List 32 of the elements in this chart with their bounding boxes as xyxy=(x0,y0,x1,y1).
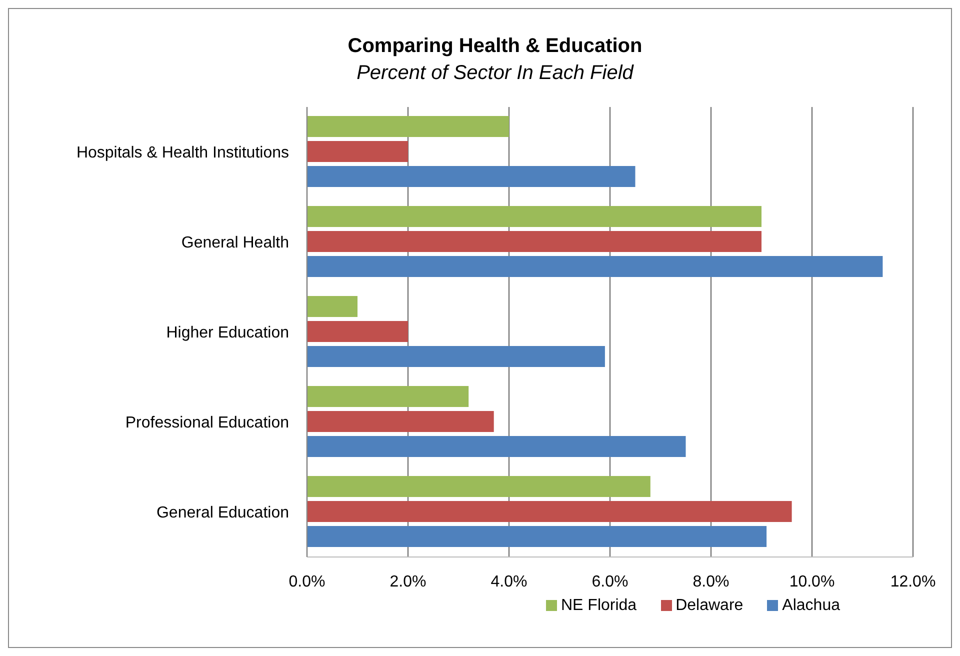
bar xyxy=(307,501,792,522)
x-tick-label: 8.0% xyxy=(692,573,730,590)
bar xyxy=(307,116,509,137)
x-tick-label: 6.0% xyxy=(592,573,628,590)
bar xyxy=(307,411,494,432)
y-tick-label: Hospitals & Health Institutions xyxy=(76,144,289,162)
x-tick-label: 4.0% xyxy=(490,573,528,590)
legend-label: Delaware xyxy=(676,597,744,614)
x-tick-label: 10.0% xyxy=(789,573,835,590)
bar xyxy=(307,296,358,317)
bar xyxy=(307,476,650,497)
bar xyxy=(307,386,469,407)
y-tick-label: General Health xyxy=(181,234,289,252)
bar xyxy=(307,346,605,367)
bar xyxy=(307,436,686,457)
chart-subtitle: Percent of Sector In Each Field xyxy=(356,62,635,85)
bar xyxy=(307,141,408,162)
bar xyxy=(307,231,762,252)
chart-title: Comparing Health & Education xyxy=(346,35,644,58)
bar xyxy=(307,166,636,187)
y-tick-label: General Education xyxy=(156,504,289,522)
x-tick-label: 12.0% xyxy=(890,573,936,590)
bar xyxy=(307,206,762,227)
x-tick-label: 0.0% xyxy=(288,573,326,590)
bar xyxy=(307,526,767,547)
y-tick-label: Higher Education xyxy=(166,324,289,342)
x-tick-label: 2.0% xyxy=(390,573,426,590)
bar xyxy=(307,321,408,342)
y-tick-label: Professional Education xyxy=(125,414,289,432)
legend-label: NE Florida xyxy=(561,597,637,614)
legend-label: Alachua xyxy=(782,597,840,614)
bar xyxy=(307,256,883,277)
